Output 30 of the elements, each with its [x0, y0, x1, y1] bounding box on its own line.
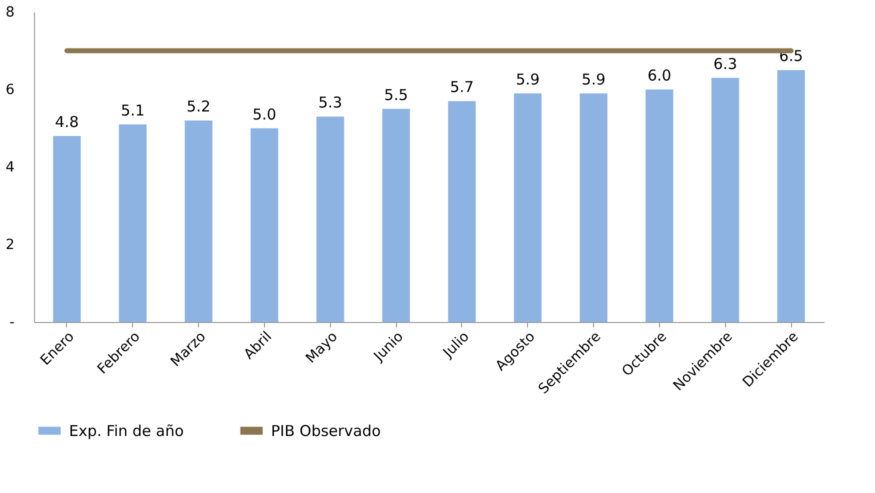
data-label: 5.3 [318, 94, 342, 112]
bar [250, 128, 278, 322]
y-tick-label: 6 [6, 82, 15, 98]
bar [316, 116, 344, 322]
data-label: 5.2 [186, 98, 211, 116]
bar [646, 90, 674, 322]
data-label: 5.9 [516, 70, 540, 88]
legend-label: Exp. Fin de año [69, 422, 184, 440]
bar [448, 101, 476, 322]
bar [514, 93, 542, 322]
data-label: 4.8 [54, 113, 79, 131]
data-label: 5.1 [120, 101, 145, 120]
bar [53, 136, 81, 322]
bar [118, 124, 147, 322]
y-tick-label: 4 [6, 160, 15, 176]
y-tick-label: - [9, 314, 14, 330]
legend-label: PIB Observado [271, 422, 381, 440]
data-label: 5.9 [582, 70, 606, 88]
bar [382, 108, 410, 322]
data-label: 6.3 [713, 54, 738, 73]
data-label: 6.0 [647, 66, 672, 84]
data-label: 5.5 [384, 86, 408, 104]
data-label: 5.0 [252, 105, 276, 124]
data-label: 5.7 [450, 78, 474, 96]
bar [184, 120, 212, 322]
bar [580, 93, 608, 322]
y-tick-label: 8 [6, 4, 14, 20]
bar [777, 70, 805, 322]
y-tick-label: 2 [6, 237, 14, 253]
bar [711, 78, 740, 322]
